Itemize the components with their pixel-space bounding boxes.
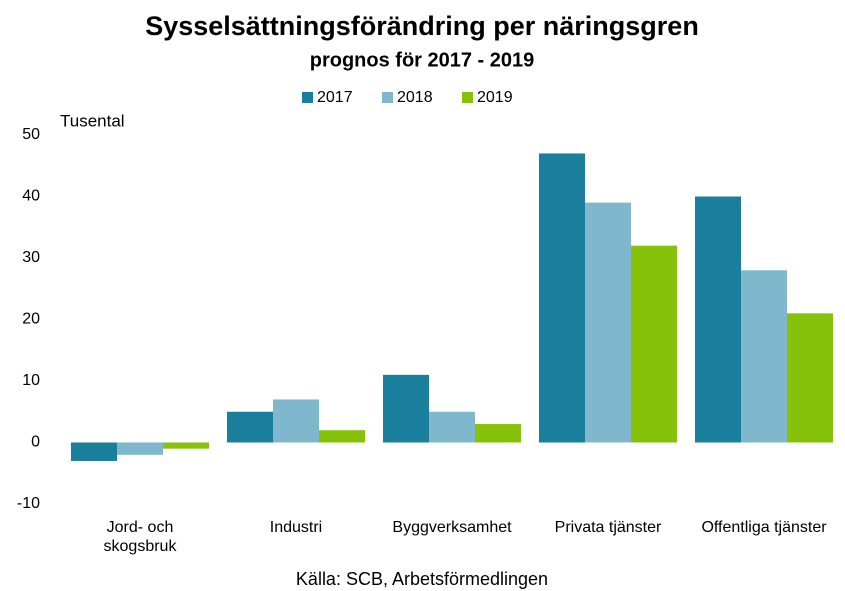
x-tick-label: Industri (269, 519, 323, 536)
bar (70, 442, 117, 461)
bar (584, 202, 632, 443)
x-tick-label: Byggverksamhet (392, 519, 512, 536)
y-tick-label: 50 (22, 126, 40, 143)
bar (787, 313, 834, 443)
bar (226, 411, 273, 443)
chart-title: Sysselsättningsförändring per näringsgre… (145, 11, 699, 41)
bar (163, 442, 210, 449)
y-tick-label: 0 (31, 434, 40, 451)
y-tick-label: -10 (17, 495, 40, 512)
chart-subtitle: prognos för 2017 - 2019 (310, 49, 535, 71)
y-axis-label: Tusental (60, 111, 125, 130)
source: Källa: SCB, Arbetsförmedlingen (296, 569, 548, 589)
bar (428, 411, 476, 443)
bar (538, 153, 585, 443)
y-tick-label: 20 (22, 311, 40, 328)
bar (319, 430, 366, 443)
bar (116, 442, 164, 455)
x-tick-label: Privata tjänster (554, 519, 662, 536)
legend-label: 2018 (397, 89, 433, 106)
legend-label: 2017 (317, 89, 353, 106)
x-tick-label: Offentliga tjänster (701, 519, 827, 536)
legend-label: 2019 (477, 89, 513, 106)
y-tick-label: 30 (22, 249, 40, 266)
bar (475, 424, 522, 443)
x-tick-label: Jord- och skogsbruk (103, 519, 177, 555)
y-tick-label: 40 (22, 188, 40, 205)
y-tick-label: 10 (22, 372, 40, 389)
bar (272, 399, 320, 443)
legend-swatch (302, 92, 313, 103)
bar (631, 245, 678, 443)
bar (382, 374, 429, 443)
bar (694, 196, 741, 443)
bar (740, 270, 788, 443)
legend-swatch (382, 92, 393, 103)
legend-swatch (462, 92, 473, 103)
